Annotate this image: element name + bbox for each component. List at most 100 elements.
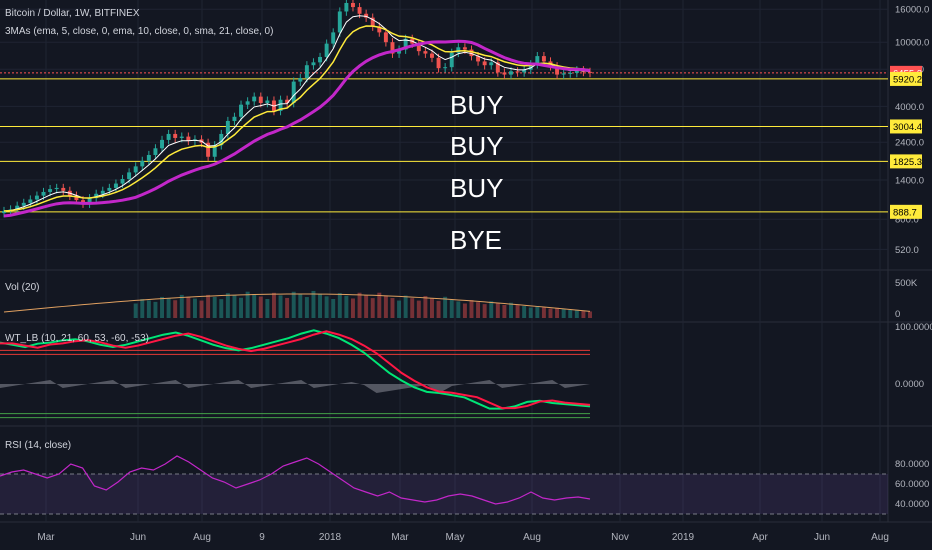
wavetrend-pane[interactable]: WT_LB (10, 21, 60, 53, -60, -53) bbox=[0, 329, 591, 419]
candle-body bbox=[535, 56, 540, 65]
candle-body bbox=[462, 47, 467, 50]
rsi-label: RSI (14, close) bbox=[5, 440, 71, 451]
volume-bar bbox=[192, 298, 197, 318]
volume-bar bbox=[390, 298, 395, 318]
volume-bar bbox=[245, 291, 250, 318]
candle-body bbox=[127, 172, 132, 179]
candle-body bbox=[383, 32, 388, 43]
candle-body bbox=[403, 38, 408, 50]
rsi-pane[interactable]: RSI (14, close) bbox=[0, 440, 888, 515]
candle-body bbox=[502, 72, 507, 75]
time-tick: Mar bbox=[37, 532, 55, 543]
volume-bar bbox=[350, 298, 355, 318]
level-price-label: 888.7 bbox=[893, 207, 917, 218]
candle-body bbox=[206, 142, 211, 157]
candle-body bbox=[416, 43, 421, 52]
time-tick: Aug bbox=[193, 532, 211, 543]
annotation-buy-1: BUY bbox=[450, 90, 503, 120]
ema5-line bbox=[3, 15, 591, 212]
wavetrend-lines bbox=[0, 329, 591, 419]
ema10-line bbox=[3, 25, 591, 212]
volume-bar bbox=[153, 301, 158, 318]
volume-bar bbox=[173, 300, 178, 318]
level-price-tag bbox=[890, 204, 922, 219]
candle-body bbox=[120, 178, 125, 184]
volume-bar bbox=[265, 299, 270, 318]
candle-body bbox=[397, 49, 402, 54]
candle-body bbox=[179, 136, 184, 138]
volume-bar bbox=[304, 297, 309, 318]
candle-body bbox=[318, 56, 323, 63]
candle-body bbox=[278, 99, 283, 111]
candle-body bbox=[456, 47, 461, 53]
candle-body bbox=[304, 65, 309, 78]
candle-body bbox=[528, 64, 533, 70]
volume-bar bbox=[278, 295, 283, 318]
level-price-label: 1825.3 bbox=[893, 157, 922, 168]
price-tick: 2400.0 bbox=[895, 138, 924, 149]
candle-body bbox=[245, 101, 250, 105]
price-tick: 10000.0 bbox=[895, 38, 929, 49]
volume-bar bbox=[456, 301, 461, 318]
volume-bar bbox=[377, 292, 382, 318]
volume-bar bbox=[146, 300, 151, 318]
grid-lines bbox=[0, 0, 932, 523]
price-pane[interactable]: Bitcoin / Dollar, 1W, BITFINEX 3MAs (ema… bbox=[0, 0, 888, 255]
wt1-line bbox=[0, 329, 591, 410]
candle-body bbox=[430, 53, 434, 58]
candle-body bbox=[390, 42, 395, 54]
rsi-series bbox=[0, 455, 591, 505]
volume-tick: 500K bbox=[895, 278, 918, 289]
price-axis[interactable]: 16000.010000.06800.04000.02400.01400.080… bbox=[890, 5, 932, 510]
candle-body bbox=[574, 70, 579, 73]
wt-histogram bbox=[0, 380, 590, 393]
time-axis[interactable]: Mar Jun Aug 9 2018 Mar May Aug Nov 2019 Apr Jun Aug bbox=[37, 532, 889, 543]
volume-bar bbox=[489, 301, 494, 318]
volume-ma-line bbox=[3, 293, 591, 313]
candle-body bbox=[285, 99, 290, 103]
candle-body bbox=[212, 145, 217, 157]
volume-bar bbox=[232, 295, 237, 318]
time-tick: Aug bbox=[871, 532, 889, 543]
candle-body bbox=[219, 133, 224, 146]
candle-body bbox=[107, 187, 112, 191]
volume-pane[interactable]: Vol (20) bbox=[3, 282, 592, 318]
candle-body bbox=[555, 66, 560, 75]
volume-bar bbox=[509, 302, 513, 318]
candle-body bbox=[476, 56, 481, 62]
candle-body bbox=[265, 100, 270, 103]
volume-bar bbox=[462, 303, 467, 318]
candle-body bbox=[443, 67, 448, 69]
volume-bar bbox=[574, 309, 579, 318]
volume-bar bbox=[410, 298, 415, 318]
candle-body bbox=[350, 2, 355, 8]
volume-bar bbox=[252, 294, 257, 318]
volume-bar bbox=[482, 304, 487, 318]
volume-bar bbox=[370, 298, 375, 318]
candle-body bbox=[469, 49, 474, 57]
candle-body bbox=[482, 61, 487, 66]
candle-body bbox=[81, 200, 85, 204]
wavetrend-label: WT_LB (10, 21, 60, 53, -60, -53) bbox=[5, 333, 149, 344]
volume-bar bbox=[515, 304, 520, 318]
time-tick: Jun bbox=[814, 532, 830, 543]
volume-bar bbox=[502, 304, 507, 318]
candle-body bbox=[311, 62, 316, 66]
time-tick: 2019 bbox=[672, 532, 695, 543]
candle-body bbox=[173, 133, 178, 138]
time-tick: Aug bbox=[523, 532, 541, 543]
candle-body bbox=[522, 69, 527, 73]
annotation-buy-2: BUY bbox=[450, 131, 503, 161]
candle-body bbox=[54, 187, 59, 190]
candle-body bbox=[225, 120, 230, 134]
candle-body bbox=[561, 73, 566, 75]
price-tick: 520.0 bbox=[895, 245, 919, 256]
price-tick: 16000.0 bbox=[895, 5, 929, 16]
volume-label: Vol (20) bbox=[5, 282, 39, 293]
volume-bar bbox=[555, 307, 560, 318]
volume-bar bbox=[364, 295, 369, 318]
candle-body bbox=[153, 148, 158, 155]
candle-body bbox=[252, 96, 257, 102]
volume-bar bbox=[383, 295, 388, 318]
